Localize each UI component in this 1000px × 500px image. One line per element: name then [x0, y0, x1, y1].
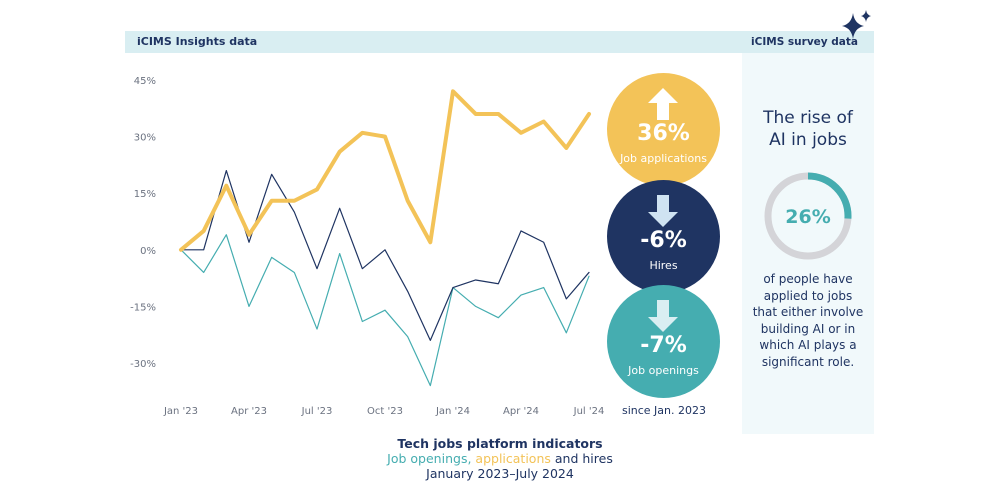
- x-tick-label: Jan '24: [435, 406, 470, 417]
- caption-applications: applications: [475, 451, 551, 466]
- hires-change: -6%: [640, 228, 687, 253]
- survey-description: of people have applied to jobs that eith…: [752, 272, 864, 369]
- openings-change: -7%: [640, 333, 687, 358]
- survey-title-line2: AI in jobs: [769, 130, 847, 150]
- y-tick-label: -15%: [130, 302, 156, 313]
- openings-label: Job openings: [628, 364, 699, 377]
- series-line-job-openings: [180, 234, 590, 387]
- y-tick-label: 0%: [140, 246, 156, 257]
- arrow-down-icon: [648, 195, 678, 227]
- y-tick-label: -30%: [130, 359, 156, 370]
- survey-title: The rise of AI in jobs: [742, 107, 874, 151]
- x-tick-label: Apr '24: [503, 406, 539, 417]
- x-tick-label: Jul '23: [301, 406, 333, 417]
- x-tick-label: Jul '24: [573, 406, 605, 417]
- applications-label: Job applications: [620, 152, 707, 165]
- y-tick-label: 30%: [134, 133, 156, 144]
- sparkle-icon: [842, 10, 871, 39]
- y-tick-label: 45%: [134, 76, 156, 87]
- applications-change: 36%: [637, 121, 690, 146]
- x-tick-label: Jan '23: [163, 406, 198, 417]
- x-tick-label: Oct '23: [367, 406, 403, 417]
- survey-title-line1: The rise of: [763, 108, 853, 128]
- donut-value-label: 26%: [785, 206, 830, 228]
- arrow-up-icon: [648, 88, 678, 120]
- donut-value-arc: [764, 172, 852, 260]
- hires-indicator: -6% Hires: [607, 180, 720, 293]
- series-line-hires: [180, 169, 590, 341]
- series-line-job-applications: [179, 89, 591, 252]
- y-tick-label: 15%: [134, 189, 156, 200]
- caption-title: Tech jobs platform indicators: [397, 436, 603, 451]
- x-tick-label: Apr '23: [231, 406, 267, 417]
- chart-caption: Tech jobs platform indicators Job openin…: [300, 436, 700, 481]
- ai-donut-chart: 26%: [764, 172, 852, 260]
- since-label: since Jan. 2023: [621, 404, 706, 417]
- header-bar: iCIMS Insights data iCIMS survey data: [125, 31, 874, 53]
- applications-indicator: 36% Job applications: [607, 73, 720, 186]
- caption-openings: Job openings,: [387, 451, 472, 466]
- openings-indicator: -7% Job openings: [607, 285, 720, 398]
- arrow-down-icon: [648, 300, 678, 332]
- caption-subtitle: Job openings, applications and hires: [300, 451, 700, 466]
- survey-data-label: iCIMS survey data: [751, 36, 858, 48]
- hires-label: Hires: [649, 259, 678, 272]
- survey-panel: The rise of AI in jobs 26% of people hav…: [742, 53, 874, 434]
- caption-daterange: January 2023–July 2024: [426, 466, 574, 481]
- caption-hires: and hires: [554, 451, 613, 466]
- insights-data-label: iCIMS Insights data: [137, 35, 258, 48]
